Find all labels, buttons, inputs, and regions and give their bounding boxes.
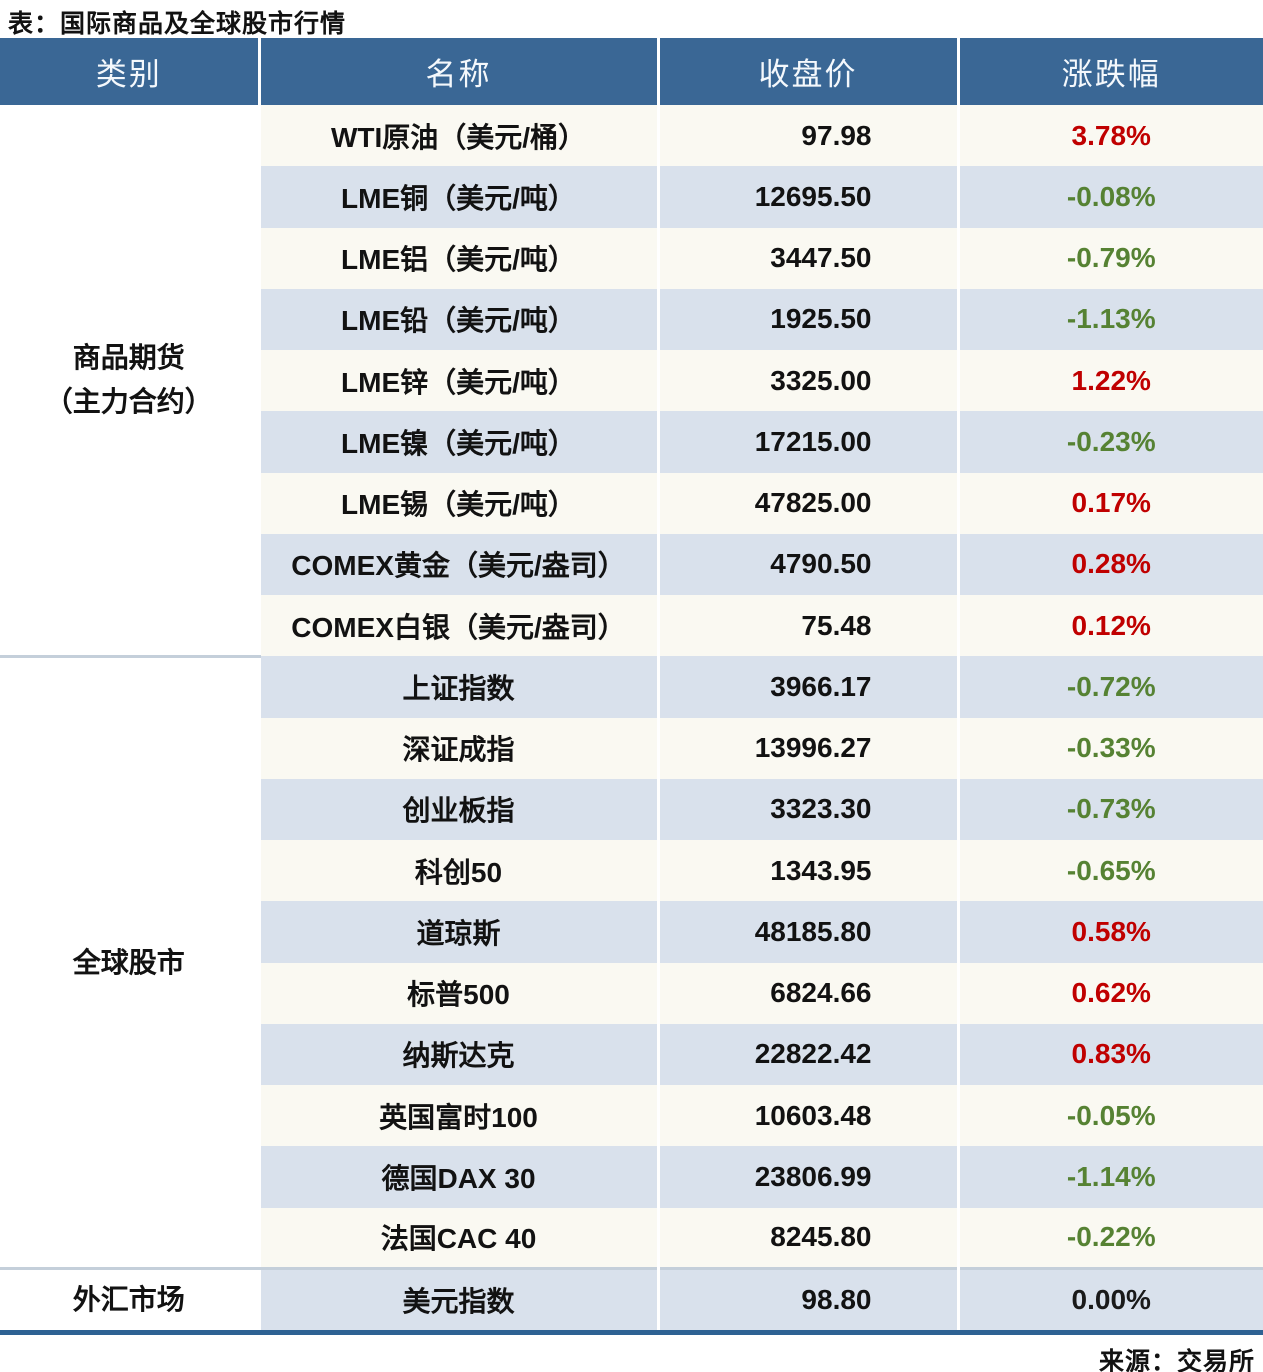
change-cell: -0.05%: [956, 1085, 1263, 1147]
change-cell: -0.33%: [956, 717, 1263, 779]
table-row: 外汇市场 美元指数 98.80 0.00%: [0, 1267, 1263, 1330]
market-table: 类别 名称 收盘价 涨跌幅 商品期货 （主力合约） WTI原油（美元/桶） 97…: [0, 38, 1263, 1330]
category-cell-forex: 外汇市场: [0, 1267, 259, 1330]
change-cell: 0.83%: [956, 1023, 1263, 1085]
close-price-cell: 10603.48: [656, 1085, 958, 1147]
close-price-cell: 3323.30: [656, 778, 958, 840]
table-bottom-rule: [0, 1330, 1263, 1335]
table-row: LME铜（美元/吨） 12695.50 -0.08%: [0, 166, 1263, 228]
close-price-cell: 8245.80: [656, 1207, 958, 1269]
instrument-name-cell: LME镍（美元/吨）: [257, 411, 658, 473]
close-price-cell: 1925.50: [656, 288, 958, 350]
change-cell: -0.08%: [956, 166, 1263, 228]
table-row: 商品期货 （主力合约） WTI原油（美元/桶） 97.98 3.78%: [0, 105, 1263, 658]
table-row: 深证成指 13996.27 -0.33%: [0, 717, 1263, 779]
instrument-name-cell: 深证成指: [257, 717, 658, 779]
instrument-name-cell: COMEX白银（美元/盎司）: [257, 595, 658, 657]
change-cell: 3.78%: [956, 105, 1263, 167]
close-price-cell: 98.80: [656, 1267, 958, 1330]
change-cell: -0.79%: [956, 227, 1263, 289]
category-cell-global-stocks: 全球股市: [0, 656, 259, 1271]
change-cell: 1.22%: [956, 350, 1263, 412]
table-row: LME锡（美元/吨） 47825.00 0.17%: [0, 472, 1263, 534]
table-row: 全球股市 上证指数 3966.17 -0.72%: [0, 656, 1263, 1271]
table-row: 科创50 1343.95 -0.65%: [0, 840, 1263, 902]
instrument-name-cell: 上证指数: [257, 656, 658, 718]
table-title: 表：国际商品及全球股市行情: [8, 10, 347, 38]
close-price-cell: 22822.42: [656, 1023, 958, 1085]
instrument-name-cell: LME铅（美元/吨）: [257, 288, 658, 350]
change-cell: -0.73%: [956, 778, 1263, 840]
change-cell: 0.62%: [956, 962, 1263, 1024]
instrument-name-cell: 英国富时100: [257, 1085, 658, 1147]
close-price-cell: 4790.50: [656, 533, 958, 595]
col-header-name: 名称: [257, 38, 658, 105]
col-header-category: 类别: [0, 38, 259, 105]
close-price-cell: 23806.99: [656, 1146, 958, 1208]
change-cell: 0.12%: [956, 595, 1263, 657]
instrument-name-cell: COMEX黄金（美元/盎司）: [257, 533, 658, 595]
table-row: LME锌（美元/吨） 3325.00 1.22%: [0, 350, 1263, 412]
close-price-cell: 1343.95: [656, 840, 958, 902]
table-row: LME镍（美元/吨） 17215.00 -0.23%: [0, 411, 1263, 473]
table-row: 法国CAC 40 8245.80 -0.22%: [0, 1207, 1263, 1269]
change-cell: -1.13%: [956, 288, 1263, 350]
category-label: 商品期货: [72, 342, 185, 374]
instrument-name-cell: LME锡（美元/吨）: [257, 472, 658, 534]
close-price-cell: 47825.00: [656, 472, 958, 534]
table-row: 创业板指 3323.30 -0.73%: [0, 778, 1263, 840]
change-cell: 0.17%: [956, 472, 1263, 534]
category-label: 全球股市: [72, 946, 185, 978]
table-row: 道琼斯 48185.80 0.58%: [0, 901, 1263, 963]
instrument-name-cell: WTI原油（美元/桶）: [257, 105, 658, 167]
col-header-close: 收盘价: [656, 38, 958, 105]
table-row: 标普500 6824.66 0.62%: [0, 962, 1263, 1024]
close-price-cell: 75.48: [656, 595, 958, 657]
change-cell: -1.14%: [956, 1146, 1263, 1208]
change-cell: -0.65%: [956, 840, 1263, 902]
instrument-name-cell: LME铜（美元/吨）: [257, 166, 658, 228]
category-cell-commodity-futures: 商品期货 （主力合约）: [0, 105, 259, 658]
close-price-cell: 97.98: [656, 105, 958, 167]
table-row: 英国富时100 10603.48 -0.05%: [0, 1085, 1263, 1147]
table-row: LME铝（美元/吨） 3447.50 -0.79%: [0, 227, 1263, 289]
instrument-name-cell: 标普500: [257, 962, 658, 1024]
instrument-name-cell: 法国CAC 40: [257, 1207, 658, 1269]
category-label-line2: （主力合约）: [44, 385, 213, 417]
instrument-name-cell: 创业板指: [257, 778, 658, 840]
change-cell: -0.23%: [956, 411, 1263, 473]
change-cell: -0.72%: [956, 656, 1263, 718]
change-cell: 0.28%: [956, 533, 1263, 595]
col-header-change: 涨跌幅: [956, 38, 1263, 105]
instrument-name-cell: 美元指数: [257, 1267, 658, 1330]
instrument-name-cell: 道琼斯: [257, 901, 658, 963]
instrument-name-cell: LME锌（美元/吨）: [257, 350, 658, 412]
change-cell: -0.22%: [956, 1207, 1263, 1269]
close-price-cell: 17215.00: [656, 411, 958, 473]
instrument-name-cell: 科创50: [257, 840, 658, 902]
instrument-name-cell: LME铝（美元/吨）: [257, 227, 658, 289]
category-label: 外汇市场: [72, 1284, 185, 1316]
table-row: 纳斯达克 22822.42 0.83%: [0, 1023, 1263, 1085]
instrument-name-cell: 德国DAX 30: [257, 1146, 658, 1208]
change-cell: 0.00%: [956, 1267, 1263, 1330]
table-row: COMEX黄金（美元/盎司） 4790.50 0.28%: [0, 533, 1263, 595]
source-note: 来源：交易所: [1098, 1348, 1255, 1372]
instrument-name-cell: 纳斯达克: [257, 1023, 658, 1085]
close-price-cell: 48185.80: [656, 901, 958, 963]
close-price-cell: 3325.00: [656, 350, 958, 412]
close-price-cell: 6824.66: [656, 962, 958, 1024]
close-price-cell: 3447.50: [656, 227, 958, 289]
change-cell: 0.58%: [956, 901, 1263, 963]
close-price-cell: 3966.17: [656, 656, 958, 718]
close-price-cell: 12695.50: [656, 166, 958, 228]
table-row: COMEX白银（美元/盎司） 75.48 0.12%: [0, 595, 1263, 657]
table-row: 德国DAX 30 23806.99 -1.14%: [0, 1146, 1263, 1208]
close-price-cell: 13996.27: [656, 717, 958, 779]
header-row: 类别 名称 收盘价 涨跌幅: [0, 38, 1263, 105]
table-row: LME铅（美元/吨） 1925.50 -1.13%: [0, 288, 1263, 350]
